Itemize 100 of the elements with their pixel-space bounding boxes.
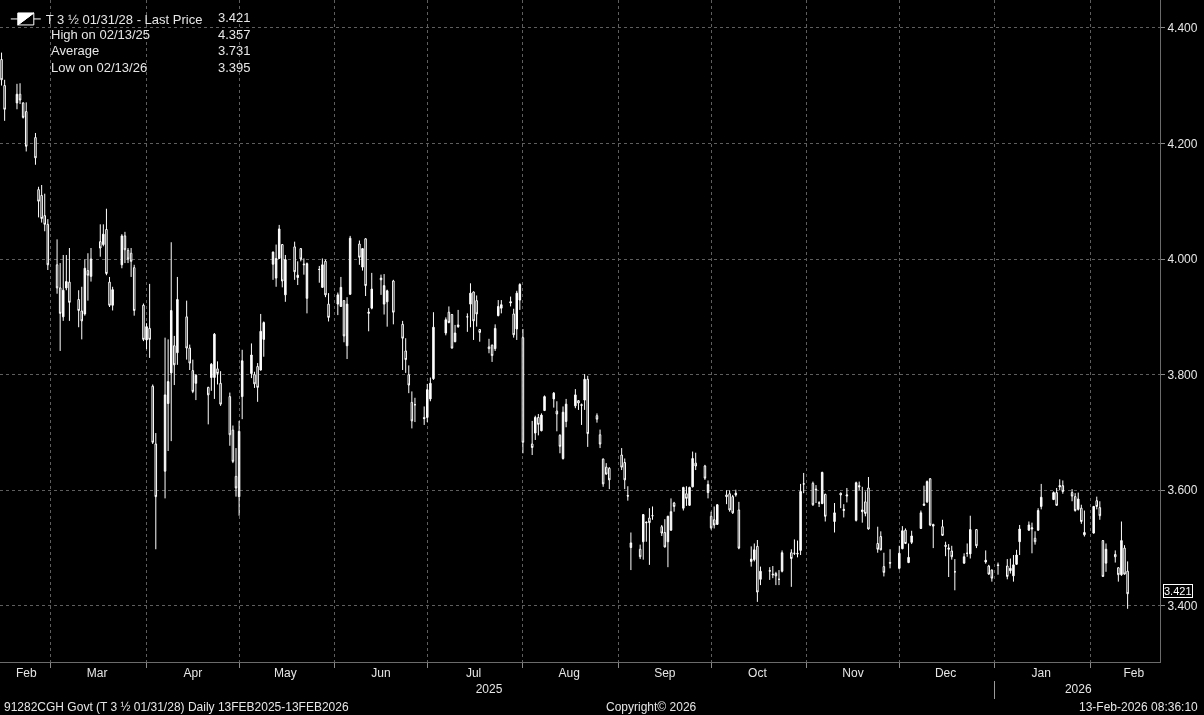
- candlestick: [120, 233, 124, 269]
- candlestick: [1055, 487, 1058, 507]
- candlestick: [555, 400, 559, 432]
- candlestick: [879, 530, 883, 551]
- candlestick: [407, 364, 411, 394]
- candlestick: [716, 503, 719, 526]
- candlestick: [629, 531, 633, 571]
- y-tick-label: 4.200: [1167, 136, 1198, 151]
- candlestick: [814, 484, 818, 504]
- y-tick-label: 4.000: [1167, 252, 1198, 267]
- candlestick: [410, 390, 414, 429]
- annotation: 3.421: [218, 10, 251, 25]
- x-tick-label: Apr: [183, 666, 203, 681]
- y-tick-label: 3.800: [1167, 367, 1198, 382]
- candlestick: [768, 566, 771, 581]
- candlestick: [1073, 492, 1077, 513]
- candlestick: [108, 276, 111, 308]
- text: Average 3.731: [51, 43, 251, 58]
- candlestick: [1030, 522, 1034, 554]
- candlestick: [990, 568, 994, 583]
- candlestick: [712, 505, 716, 529]
- x2-tick-label: 2026: [1064, 682, 1092, 696]
- candlestick: [574, 388, 577, 409]
- candlestick: [213, 332, 216, 400]
- candlestick: [240, 349, 244, 420]
- x-tick-label: Jul: [465, 666, 482, 681]
- candlestick: [1058, 478, 1061, 491]
- x-tick-label: Feb: [1123, 666, 1145, 681]
- candlestick: [854, 481, 858, 523]
- text: 13-Feb-2026 08:36:10: [1079, 700, 1199, 714]
- candlestick: [345, 296, 349, 360]
- candlestick: [1039, 483, 1043, 510]
- candlestick: [953, 558, 957, 591]
- candlestick: [728, 489, 731, 513]
- text: High on 02/13/25 4.357: [51, 27, 251, 42]
- candlestick: [305, 261, 309, 314]
- candlestick: [521, 328, 525, 454]
- candlestick: [833, 502, 836, 533]
- candlestick: [688, 486, 691, 507]
- candlestick: [1012, 554, 1015, 583]
- x-tick-label: Dec: [934, 666, 957, 681]
- candlestick: [1036, 507, 1040, 532]
- candlestick: [401, 320, 404, 371]
- candlestick: [1006, 558, 1009, 580]
- candlestick: [756, 539, 759, 603]
- candlestick: [731, 494, 734, 515]
- candlestick: [348, 235, 352, 296]
- candlestick: [543, 394, 546, 412]
- candlestick: [24, 101, 28, 152]
- candlestick: [876, 526, 879, 554]
- candlestick: [1098, 500, 1102, 521]
- candlestick: [530, 420, 534, 456]
- candlestick: [1114, 549, 1117, 564]
- candlestick: [691, 451, 694, 488]
- candlestick: [996, 562, 1000, 576]
- candlestick: [392, 279, 395, 325]
- candlestick: [99, 223, 102, 258]
- candlestick: [598, 429, 602, 449]
- candlestick: [867, 476, 870, 531]
- candlestick: [648, 507, 651, 566]
- candlestick: [68, 247, 71, 322]
- y-tick-label: 3.600: [1167, 483, 1198, 498]
- candlestick: [540, 412, 543, 432]
- candlestick: [595, 412, 599, 424]
- candlestick: [509, 296, 512, 307]
- candlestick: [105, 208, 108, 276]
- candlestick: [749, 545, 753, 568]
- candlestick: [34, 132, 37, 166]
- x-tick-label: May: [274, 666, 297, 681]
- y-tick-label: 3.400: [1167, 599, 1198, 614]
- candlestick: [586, 375, 589, 448]
- x2-tick-label: 2025: [475, 682, 503, 696]
- candlestick: [466, 312, 469, 333]
- x-tick-label: Jun: [371, 666, 391, 681]
- text: 91282CGH Govt (T 3 ½ 01/31/28) Daily 13FEB2025-13FEB2026: [4, 700, 349, 714]
- candlestick: [941, 519, 944, 537]
- candlestick: [888, 548, 892, 569]
- candlestick: [237, 420, 241, 517]
- candlestick: [706, 479, 710, 499]
- candlestick: [1061, 479, 1065, 495]
- candlestick: [839, 492, 842, 509]
- candlestick: [842, 503, 846, 518]
- candlestick: [910, 530, 913, 545]
- candlestick: [845, 487, 849, 503]
- text: Low on 02/13/26 3.395: [51, 60, 251, 75]
- candlestick: [641, 513, 645, 561]
- candlestick: [293, 241, 296, 281]
- candlestick: [737, 501, 741, 550]
- x-tick-label: Feb: [15, 666, 37, 681]
- candlestick: [123, 231, 127, 264]
- candlestick: [882, 552, 886, 577]
- text: 3.421: [1164, 585, 1192, 597]
- candlestick: [947, 543, 950, 578]
- candlestick: [601, 457, 605, 488]
- candlestick: [682, 486, 685, 512]
- legend-label: T 3 ½ 01/31/28 - Last Price: [45, 12, 203, 28]
- candlestick: [148, 283, 151, 359]
- candlestick: [552, 391, 556, 409]
- y-tick-label: 4.400: [1167, 20, 1198, 35]
- candlestick: [364, 237, 367, 297]
